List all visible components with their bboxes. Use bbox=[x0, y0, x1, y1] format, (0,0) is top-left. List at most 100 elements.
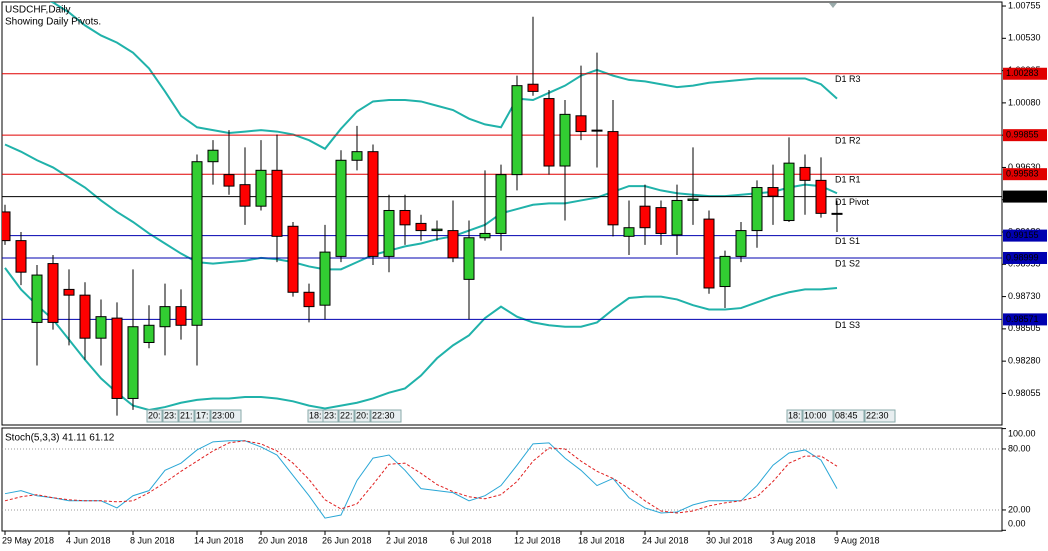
pivot-price: 0.99427 bbox=[1006, 191, 1039, 201]
x-tick-label: 24 Jul 2018 bbox=[642, 535, 689, 545]
x-tick-label: 3 Aug 2018 bbox=[770, 535, 816, 545]
pivot-price-box bbox=[1003, 251, 1047, 264]
candle-body bbox=[127, 326, 139, 399]
candle-body bbox=[2, 211, 11, 242]
candle-body bbox=[415, 222, 427, 232]
shift-marker[interactable] bbox=[829, 3, 837, 8]
candle-body bbox=[671, 199, 683, 236]
time-box bbox=[162, 409, 179, 423]
time-label: 18: bbox=[788, 410, 801, 420]
candle-body bbox=[751, 187, 763, 232]
time-box bbox=[338, 409, 355, 423]
x-tick-label: 9 Aug 2018 bbox=[834, 535, 880, 545]
x-tick-label: 14 Jun 2018 bbox=[194, 535, 244, 545]
candle-body bbox=[687, 198, 699, 201]
y-tick-label: 100.00 bbox=[1008, 428, 1036, 438]
stoch-plot bbox=[2, 440, 1002, 519]
time-box bbox=[178, 409, 195, 423]
candle-body bbox=[623, 227, 635, 237]
time-label: 23: bbox=[324, 410, 337, 420]
candle-body bbox=[175, 306, 187, 326]
time-label: 17: bbox=[196, 410, 209, 420]
chart-subtitle: Showing Daily Pivots. bbox=[5, 17, 101, 28]
y-tick-label: 1.00530 bbox=[1008, 33, 1041, 43]
candle-body bbox=[447, 230, 459, 259]
candle-body bbox=[319, 251, 331, 306]
x-tick-label: 26 Jun 2018 bbox=[322, 535, 372, 545]
x-tick-label: 4 Jun 2018 bbox=[66, 535, 111, 545]
pivot-price: 1.00283 bbox=[1006, 68, 1039, 78]
candle-body bbox=[639, 205, 651, 229]
candle-body bbox=[271, 169, 283, 237]
candle-body bbox=[159, 306, 171, 328]
time-label: 22:30 bbox=[372, 410, 395, 420]
time-box bbox=[802, 409, 834, 423]
pivot-price: 0.99583 bbox=[1006, 169, 1039, 179]
time-box bbox=[210, 409, 242, 423]
candle-body bbox=[383, 209, 395, 257]
candle-body bbox=[255, 169, 267, 207]
x-tick-label: 12 Jul 2018 bbox=[514, 535, 561, 545]
candle-body bbox=[431, 228, 443, 232]
candle-body bbox=[479, 232, 491, 239]
pivot-label: D1 S3 bbox=[835, 320, 860, 330]
candle-body bbox=[335, 159, 347, 257]
time-box bbox=[864, 409, 896, 423]
time-label: 10:00 bbox=[804, 410, 827, 420]
chart-title: USDCHF,Daily bbox=[5, 5, 71, 16]
y-tick-label: 0.00 bbox=[1008, 518, 1026, 528]
candle-body bbox=[735, 230, 747, 257]
x-tick-label: 30 Jul 2018 bbox=[706, 535, 753, 545]
time-label: 22: bbox=[340, 410, 353, 420]
pivot-price-box bbox=[1003, 168, 1047, 181]
y-tick-label: 1.00080 bbox=[1008, 97, 1041, 107]
pivot-label: D1 R1 bbox=[835, 175, 861, 185]
time-label: 21: bbox=[180, 410, 193, 420]
candle-body bbox=[767, 187, 779, 197]
candle-body bbox=[399, 209, 411, 226]
y-tick-label: 20.00 bbox=[1008, 504, 1031, 514]
stoch-line bbox=[4, 440, 838, 514]
candle-body bbox=[511, 85, 523, 176]
time-label: 22:30 bbox=[866, 410, 889, 420]
candle-body bbox=[543, 98, 555, 167]
candle-body bbox=[831, 212, 843, 215]
candle-body bbox=[287, 225, 299, 293]
candle-body bbox=[559, 113, 571, 167]
time-box bbox=[146, 409, 163, 423]
x-tick-label: 2 Jul 2018 bbox=[386, 535, 428, 545]
pivot-price: 0.98571 bbox=[1006, 314, 1039, 324]
candle-body bbox=[783, 162, 795, 222]
candle-body bbox=[799, 166, 811, 181]
candle-body bbox=[527, 83, 539, 92]
candle-body bbox=[15, 240, 27, 273]
pivot-price-box bbox=[1003, 313, 1047, 326]
candle-body bbox=[815, 179, 827, 214]
time-box bbox=[354, 409, 371, 423]
pivot-price: 0.99155 bbox=[1006, 230, 1039, 240]
candle-body bbox=[47, 263, 59, 323]
x-tick-label: 20 Jun 2018 bbox=[258, 535, 308, 545]
pivot-label: D1 R3 bbox=[835, 74, 861, 84]
y-tick-label: 1.00755 bbox=[1008, 0, 1041, 10]
candle-body bbox=[703, 218, 715, 289]
candle-body bbox=[719, 255, 731, 288]
x-tick-label: 8 Jun 2018 bbox=[130, 535, 175, 545]
pivot-label: D1 Pivot bbox=[835, 197, 870, 207]
time-box bbox=[786, 409, 803, 423]
pivot-label: D1 S2 bbox=[835, 258, 860, 268]
time-box bbox=[833, 409, 865, 423]
candle-body bbox=[63, 288, 75, 296]
stoch-title: Stoch(5,3,3) 41.11 61.12 bbox=[5, 433, 115, 444]
candle-body bbox=[95, 316, 107, 339]
pivot-label: D1 S1 bbox=[835, 236, 860, 246]
candle-body bbox=[495, 174, 507, 234]
candle-body bbox=[303, 291, 315, 308]
y-tick-label: 80.00 bbox=[1008, 443, 1031, 453]
y-tick-label: 0.98505 bbox=[1008, 323, 1041, 333]
x-tick-label: 6 Jul 2018 bbox=[450, 535, 492, 545]
pivot-price: 0.98999 bbox=[1006, 252, 1039, 262]
time-label: 08:45 bbox=[835, 410, 858, 420]
